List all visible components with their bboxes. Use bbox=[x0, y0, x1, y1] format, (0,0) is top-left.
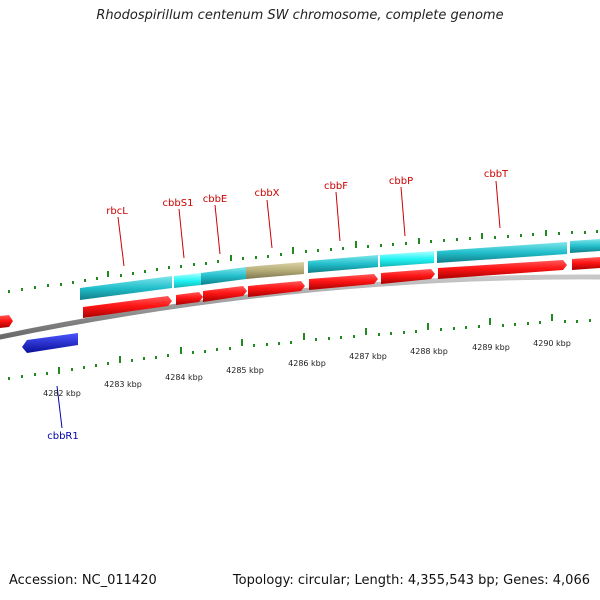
scale-label-4286: 4286 kbp bbox=[288, 359, 326, 368]
map-title: Rhodospirillum centenum SW chromosome, c… bbox=[96, 8, 504, 23]
feature-rbcL-cds[interactable] bbox=[80, 276, 172, 300]
gene-label-cbbF[interactable]: cbbF bbox=[324, 181, 348, 192]
scale-labels: 4282 kbp 4283 kbp 4284 kbp 4285 kbp 4286… bbox=[43, 339, 571, 398]
gene-cbbT-arrow[interactable] bbox=[438, 260, 567, 279]
feature-cbbX-misc[interactable] bbox=[246, 262, 304, 279]
gene-rbcL-arrow[interactable] bbox=[83, 296, 172, 318]
gene-cbbP-arrow[interactable] bbox=[381, 269, 435, 284]
gene-label-cbbE[interactable]: cbbE bbox=[203, 194, 228, 205]
feature-cbbS1-cds[interactable] bbox=[174, 273, 201, 288]
feature-cbbE-cds[interactable] bbox=[201, 267, 246, 285]
scale-label-4287: 4287 kbp bbox=[349, 352, 387, 361]
feature-cbbP-cds[interactable] bbox=[380, 251, 434, 267]
gene-label-cbbT[interactable]: cbbT bbox=[484, 169, 509, 180]
scale-label-4282: 4282 kbp bbox=[43, 389, 81, 398]
gene-cbbR1-arrow[interactable] bbox=[22, 333, 78, 353]
feature-cbbF-cds[interactable] bbox=[308, 255, 378, 273]
gene-cbbF-arrow[interactable] bbox=[309, 274, 378, 290]
gene-cbbX-arrow[interactable] bbox=[248, 281, 305, 297]
gene-label-rbcL[interactable]: rbcL bbox=[106, 206, 128, 217]
gene-labels: rbcL cbbS1 cbbE cbbX cbbF cbbP cbbT cbbR… bbox=[47, 169, 509, 442]
outer-tick-row bbox=[8, 230, 598, 293]
feature-next-cds[interactable] bbox=[570, 239, 600, 253]
accession-text: Accession: NC_011420 bbox=[9, 573, 157, 588]
scale-label-4283: 4283 kbp bbox=[104, 380, 142, 389]
topology-text: Topology: circular; Length: 4,355,543 bp… bbox=[232, 573, 590, 588]
inner-tick-row bbox=[8, 314, 591, 380]
feature-track bbox=[80, 239, 600, 300]
gene-label-cbbS1[interactable]: cbbS1 bbox=[163, 198, 194, 209]
forward-gene-track bbox=[0, 257, 600, 328]
gene-cbbS1-arrow[interactable] bbox=[176, 292, 203, 305]
gene-cbbE-arrow[interactable] bbox=[203, 286, 247, 302]
feature-cbbT-cds[interactable] bbox=[437, 242, 567, 263]
scale-label-4290: 4290 kbp bbox=[533, 339, 571, 348]
gene-next-arrow[interactable] bbox=[572, 257, 600, 270]
scale-label-4285: 4285 kbp bbox=[226, 366, 264, 375]
scale-label-4284: 4284 kbp bbox=[165, 373, 203, 382]
scale-label-4289: 4289 kbp bbox=[472, 343, 510, 352]
scale-label-4288: 4288 kbp bbox=[410, 347, 448, 356]
gene-label-cbbP[interactable]: cbbP bbox=[389, 176, 413, 187]
gene-label-cbbR1[interactable]: cbbR1 bbox=[47, 431, 79, 442]
gene-prev-arrow[interactable] bbox=[0, 315, 13, 328]
label-leaders bbox=[56, 180, 501, 429]
gene-label-cbbX[interactable]: cbbX bbox=[254, 188, 279, 199]
